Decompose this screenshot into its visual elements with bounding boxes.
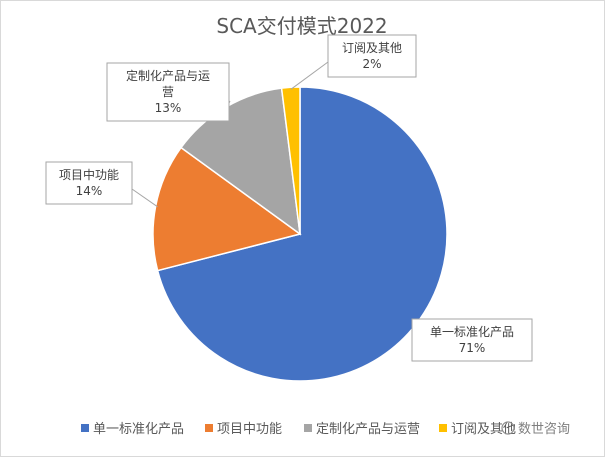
legend-label: 项目中功能 [217,422,282,437]
pie-slices [152,86,448,382]
callout-box [411,318,533,362]
watermark-text: 数世咨询 [518,422,570,437]
callout-1: 单一标准化产品 71% [411,318,533,362]
leader-line-4 [290,61,329,90]
pie-slice-4 [280,86,301,235]
callout-3: 定制化产品与运营 13% [106,62,230,122]
callout-4: 订阅及其他 2% [327,34,417,78]
callout-2: 项目中功能 14% [45,161,133,205]
leader-line-2 [131,188,158,208]
legend-item-1: 单一标准化产品 [81,422,184,437]
pie-slice-2 [152,146,302,272]
watermark: 数世咨询 [501,421,570,437]
callout-value-label: 71% [459,341,486,355]
callout-box [106,62,230,122]
chart-title: SCA交付模式2022 [216,14,387,38]
callout-category-label: 订阅及其他 [342,41,402,55]
legend: 单一标准化产品 项目中功能 定制化产品与运营 订阅及其他 [81,422,516,437]
callout-box [45,161,133,205]
legend-swatch [205,424,213,432]
callout-value-label: 13% [155,101,182,115]
legend-swatch [439,424,447,432]
callout-value-label: 14% [76,184,103,198]
legend-label: 单一标准化产品 [93,422,184,437]
data-label-callouts: 单一标准化产品 71% 项目中功能 14% 定制化产品与运营 13% 订阅及其他 2% [45,34,533,362]
callout-category-label: 定制化产品与运 [126,68,210,83]
callout-box [327,34,417,78]
callout-value-label: 2% [362,57,381,71]
legend-swatch [304,424,312,432]
legend-item-2: 项目中功能 [205,422,282,437]
legend-swatch [81,424,89,432]
callout-category-label: 项目中功能 [59,167,119,182]
legend-item-3: 定制化产品与运营 [304,422,420,437]
wechat-icon [501,421,515,435]
callout-category-label: 营 [162,85,174,99]
callout-category-label: 单一标准化产品 [430,325,514,339]
legend-label: 定制化产品与运营 [316,422,420,437]
legend-item-4: 订阅及其他 [439,422,516,437]
legend-label: 订阅及其他 [451,422,516,437]
